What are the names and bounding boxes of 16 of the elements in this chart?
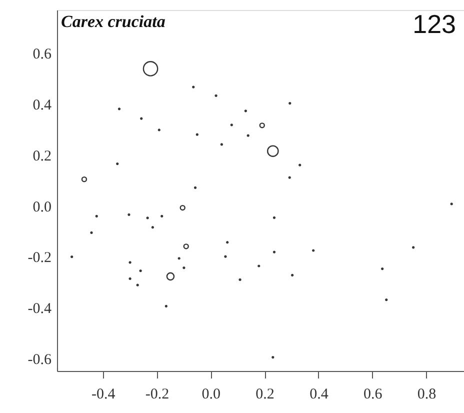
x-tick-label: 0.6 [363,386,383,402]
x-tick-label: -0.4 [91,386,116,402]
x-tick-label: 0.4 [310,386,329,402]
x-tick-label: 0.8 [417,386,436,402]
y-tick-label: -0.6 [28,352,52,368]
x-tick-label: 0.2 [256,386,274,402]
x-tick-label: 0.0 [202,386,221,402]
y-tick-label: 0.2 [32,148,52,164]
y-tick-label: 0.0 [32,199,52,216]
y-tick-label: -0.4 [28,300,52,317]
x-tick-label: -0.2 [145,386,170,402]
y-tick-label: -0.2 [28,250,52,266]
annotation: 123 [412,9,456,39]
chart-title: Carex cruciata [61,12,166,31]
y-tick-label: 0.6 [32,46,52,63]
y-tick-label: 0.4 [32,98,52,114]
